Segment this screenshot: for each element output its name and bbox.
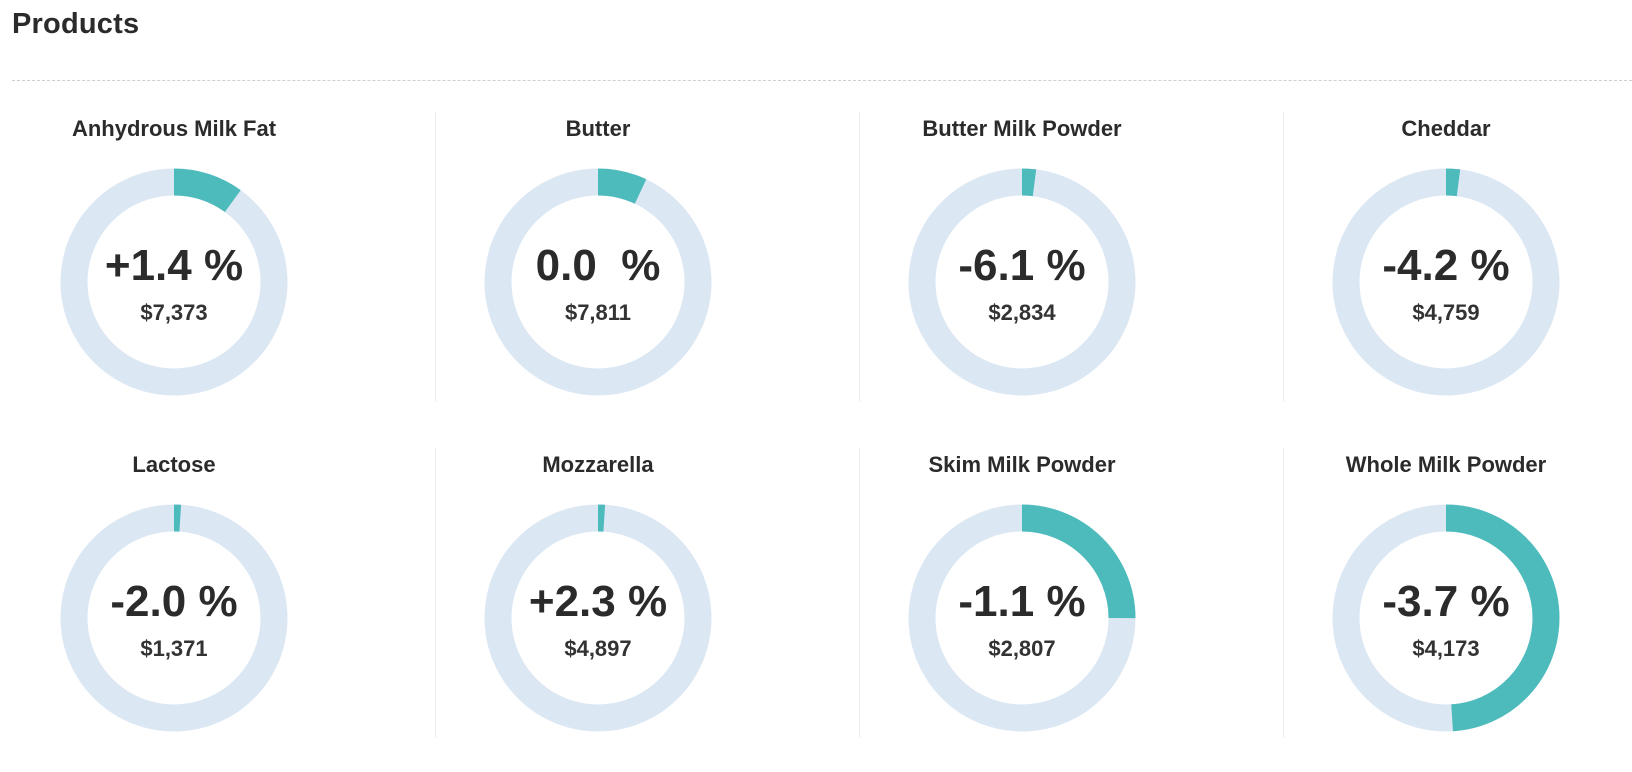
- change-percent: -6.1 %: [958, 241, 1086, 290]
- product-card-lactose[interactable]: Lactose -2.0 % $1,371: [12, 448, 436, 738]
- price-value: $7,811: [564, 300, 632, 325]
- change-percent: +1.4 %: [104, 241, 244, 290]
- change-percent: -1.1 %: [958, 577, 1086, 626]
- product-name: Butter: [565, 116, 631, 141]
- product-name: Butter Milk Powder: [922, 116, 1122, 141]
- donut-chart: +2.3 % $4,897: [484, 504, 712, 732]
- donut-chart: -1.1 % $2,807: [908, 504, 1136, 732]
- product-card-whole-milk-powder[interactable]: Whole Milk Powder -3.7 % $4,173: [1284, 448, 1632, 738]
- price-value: $1,371: [140, 636, 208, 661]
- product-name: Whole Milk Powder: [1345, 452, 1547, 477]
- product-name: Cheddar: [1401, 116, 1491, 141]
- ring-fill: [1332, 168, 1560, 396]
- donut-chart: -2.0 % $1,371: [60, 504, 288, 732]
- change-percent: 0.0 %: [535, 241, 661, 290]
- donut-ring: [1332, 504, 1560, 732]
- ring-fill: [60, 504, 288, 732]
- ring-fill: [484, 168, 712, 396]
- price-value: $4,759: [1412, 300, 1480, 325]
- donut-ring: [60, 168, 288, 396]
- ring-fill: [484, 504, 712, 732]
- ring-fill: [1332, 504, 1560, 732]
- product-card-butter-milk-powder[interactable]: Butter Milk Powder -6.1 % $2,834: [860, 112, 1284, 402]
- donut-chart: -3.7 % $4,173: [1332, 504, 1560, 732]
- product-name: Lactose: [132, 452, 216, 477]
- ring-fill: [60, 168, 288, 396]
- price-value: $2,834: [988, 300, 1056, 325]
- product-card-butter[interactable]: Butter 0.0 % $7,811: [436, 112, 860, 402]
- donut-ring: [908, 504, 1136, 732]
- donut-chart: 0.0 % $7,811: [484, 168, 712, 396]
- donut-ring: [908, 168, 1136, 396]
- change-percent: +2.3 %: [528, 577, 668, 626]
- donut-ring: [60, 504, 288, 732]
- product-name: Skim Milk Powder: [928, 452, 1116, 477]
- product-card-cheddar[interactable]: Cheddar -4.2 % $4,759: [1284, 112, 1632, 402]
- donut-chart: -6.1 % $2,834: [908, 168, 1136, 396]
- donut-chart: +1.4 % $7,373: [60, 168, 288, 396]
- product-name: Mozzarella: [542, 452, 654, 477]
- donut-ring: [484, 504, 712, 732]
- price-value: $4,897: [564, 636, 632, 661]
- price-value: $4,173: [1412, 636, 1480, 661]
- product-card-anhydrous-milk-fat[interactable]: Anhydrous Milk Fat +1.4 % $7,373: [12, 112, 436, 402]
- product-card-skim-milk-powder[interactable]: Skim Milk Powder -1.1 % $2,807: [860, 448, 1284, 738]
- ring-fill: [908, 504, 1136, 732]
- title-divider: [12, 80, 1632, 81]
- donut-chart: -4.2 % $4,759: [1332, 168, 1560, 396]
- price-value: $2,807: [988, 636, 1056, 661]
- change-percent: -4.2 %: [1382, 241, 1510, 290]
- product-name: Anhydrous Milk Fat: [71, 116, 277, 141]
- change-percent: -2.0 %: [110, 577, 238, 626]
- donut-ring: [1332, 168, 1560, 396]
- ring-fill: [908, 168, 1136, 396]
- products-grid: Anhydrous Milk Fat +1.4 % $7,373 Butter …: [12, 112, 1632, 752]
- change-percent: -3.7 %: [1382, 577, 1510, 626]
- product-card-mozzarella[interactable]: Mozzarella +2.3 % $4,897: [436, 448, 860, 738]
- donut-ring: [484, 168, 712, 396]
- page-title: Products: [12, 8, 140, 40]
- price-value: $7,373: [140, 300, 208, 325]
